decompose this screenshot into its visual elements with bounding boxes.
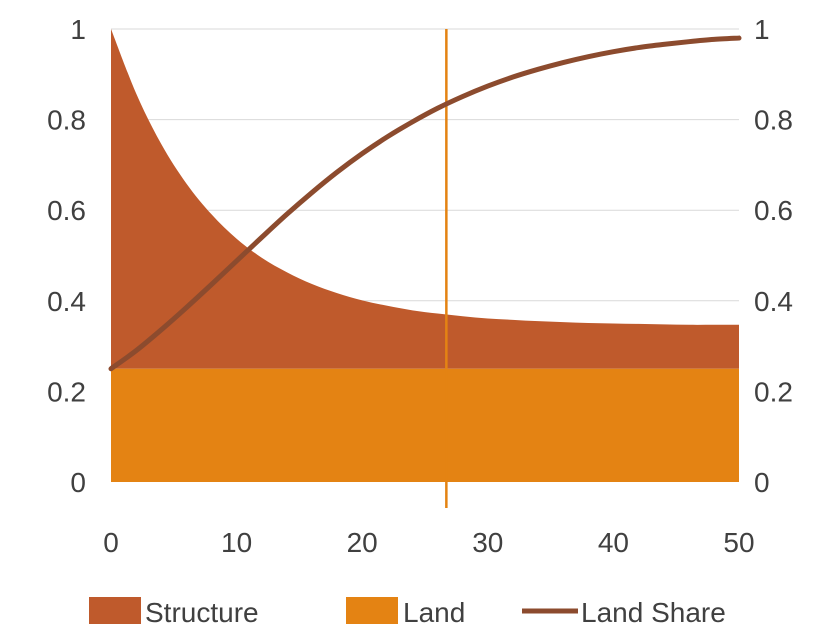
y-axis-right-tick-labels: 0 0.2 0.4 0.6 0.8 1 [754,14,793,498]
y-right-tick-label-1: 0.2 [754,376,793,407]
y-left-tick-label-0: 0 [70,467,86,498]
y-left-tick-label-3: 0.6 [47,195,86,226]
x-tick-label-1: 10 [221,527,252,558]
y-left-tick-label-1: 0.2 [47,376,86,407]
legend: Structure Land Land Share [89,597,726,628]
legend-label-structure: Structure [145,597,259,628]
x-tick-label-5: 50 [723,527,754,558]
plot-areas [111,29,739,482]
x-tick-label-2: 20 [347,527,378,558]
legend-label-land: Land [403,597,465,628]
y-left-tick-label-4: 0.8 [47,105,86,136]
area-structure [111,29,739,369]
y-right-tick-label-2: 0.4 [754,286,793,317]
y-axis-left-tick-labels: 0 0.2 0.4 0.6 0.8 1 [47,14,86,498]
x-tick-label-3: 30 [472,527,503,558]
y-right-tick-label-4: 0.8 [754,105,793,136]
x-tick-label-0: 0 [103,527,119,558]
x-tick-label-4: 40 [598,527,629,558]
line-land-share [108,35,742,372]
legend-swatch-land [346,597,398,624]
legend-swatch-structure [89,597,141,624]
legend-label-land-share: Land Share [581,597,726,628]
y-right-tick-label-3: 0.6 [754,195,793,226]
y-left-tick-label-5: 1 [70,14,86,45]
y-right-tick-label-0: 0 [754,467,770,498]
plot-lines [108,35,742,372]
y-left-tick-label-2: 0.4 [47,286,86,317]
x-axis-tick-labels: 0 10 20 30 40 50 [103,527,754,558]
y-right-tick-label-5: 1 [754,14,770,45]
area-land [111,368,739,482]
